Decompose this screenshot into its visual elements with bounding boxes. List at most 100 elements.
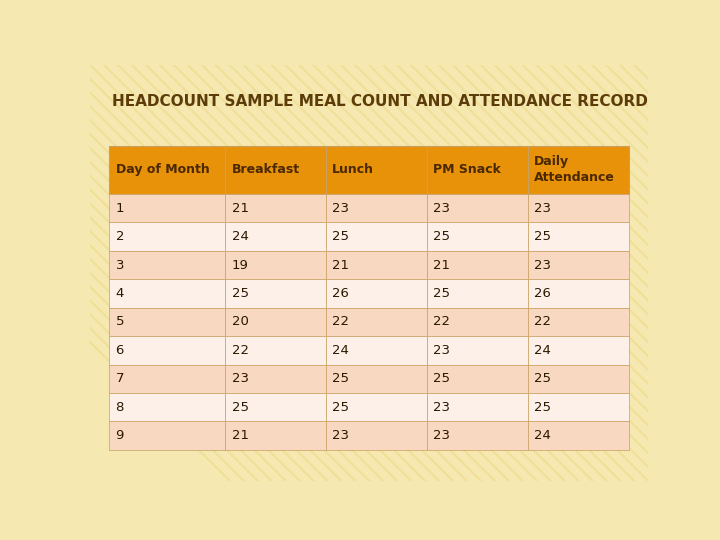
Bar — [109, 421, 225, 450]
Text: 23: 23 — [534, 201, 551, 215]
Bar — [109, 393, 225, 421]
Text: 2: 2 — [116, 230, 124, 243]
Bar — [326, 308, 427, 336]
Bar — [225, 146, 326, 194]
Text: 22: 22 — [534, 315, 551, 328]
Text: 23: 23 — [433, 344, 450, 357]
Text: 21: 21 — [333, 259, 349, 272]
Text: 24: 24 — [232, 230, 248, 243]
Bar — [109, 251, 225, 279]
Bar — [528, 279, 629, 308]
Bar — [427, 393, 528, 421]
Bar — [109, 279, 225, 308]
Text: 25: 25 — [433, 372, 450, 385]
Text: 23: 23 — [232, 372, 248, 385]
Text: 25: 25 — [433, 287, 450, 300]
Text: 22: 22 — [333, 315, 349, 328]
Text: HEADCOUNT SAMPLE MEAL COUNT AND ATTENDANCE RECORD: HEADCOUNT SAMPLE MEAL COUNT AND ATTENDAN… — [112, 94, 647, 109]
Text: 20: 20 — [232, 315, 248, 328]
Bar — [225, 364, 326, 393]
Text: 9: 9 — [116, 429, 124, 442]
Bar — [326, 421, 427, 450]
Text: 26: 26 — [534, 287, 551, 300]
Bar — [225, 222, 326, 251]
Text: 25: 25 — [232, 287, 248, 300]
Bar — [427, 279, 528, 308]
Bar — [528, 251, 629, 279]
Bar — [225, 393, 326, 421]
Bar — [326, 222, 427, 251]
Bar — [528, 336, 629, 364]
Bar — [528, 146, 629, 194]
Text: 25: 25 — [232, 401, 248, 414]
Bar — [427, 308, 528, 336]
Bar — [528, 364, 629, 393]
Bar — [109, 336, 225, 364]
Bar — [326, 393, 427, 421]
Text: 23: 23 — [433, 401, 450, 414]
Bar — [225, 336, 326, 364]
Text: 19: 19 — [232, 259, 248, 272]
Text: Day of Month: Day of Month — [116, 163, 210, 177]
Bar — [109, 222, 225, 251]
Text: 6: 6 — [116, 344, 124, 357]
Text: 4: 4 — [116, 287, 124, 300]
Text: 8: 8 — [116, 401, 124, 414]
Text: 24: 24 — [534, 344, 551, 357]
Bar — [427, 146, 528, 194]
Text: 1: 1 — [116, 201, 124, 215]
Text: 25: 25 — [433, 230, 450, 243]
Text: 25: 25 — [333, 372, 349, 385]
Bar — [225, 251, 326, 279]
Text: 24: 24 — [333, 344, 349, 357]
Text: 23: 23 — [433, 201, 450, 215]
Bar — [528, 421, 629, 450]
Text: 22: 22 — [232, 344, 248, 357]
Bar — [225, 279, 326, 308]
Text: 7: 7 — [116, 372, 124, 385]
Bar — [528, 393, 629, 421]
Bar — [427, 364, 528, 393]
Bar — [225, 421, 326, 450]
Bar — [326, 364, 427, 393]
Text: 21: 21 — [232, 429, 248, 442]
Bar — [225, 308, 326, 336]
Text: 5: 5 — [116, 315, 124, 328]
Text: 25: 25 — [534, 372, 551, 385]
Text: 22: 22 — [433, 315, 450, 328]
Bar — [326, 194, 427, 222]
Bar — [427, 421, 528, 450]
Bar — [326, 336, 427, 364]
Text: 21: 21 — [232, 201, 248, 215]
Text: 23: 23 — [333, 201, 349, 215]
Bar — [225, 194, 326, 222]
Bar — [427, 194, 528, 222]
Bar — [109, 194, 225, 222]
Text: Daily
Attendance: Daily Attendance — [534, 156, 615, 184]
Text: 23: 23 — [534, 259, 551, 272]
Bar — [528, 194, 629, 222]
Bar — [326, 146, 427, 194]
Bar — [109, 146, 225, 194]
Text: 25: 25 — [333, 230, 349, 243]
Text: 24: 24 — [534, 429, 551, 442]
Text: 23: 23 — [333, 429, 349, 442]
Bar — [427, 222, 528, 251]
Text: 25: 25 — [534, 230, 551, 243]
Bar — [326, 251, 427, 279]
Bar — [528, 308, 629, 336]
Text: Lunch: Lunch — [333, 163, 374, 177]
Bar — [528, 222, 629, 251]
Text: 25: 25 — [534, 401, 551, 414]
Bar — [109, 364, 225, 393]
Text: 21: 21 — [433, 259, 450, 272]
Text: PM Snack: PM Snack — [433, 163, 501, 177]
Bar — [427, 336, 528, 364]
Text: Breakfast: Breakfast — [232, 163, 300, 177]
Bar — [109, 308, 225, 336]
Bar — [427, 251, 528, 279]
Bar — [326, 279, 427, 308]
Text: 23: 23 — [433, 429, 450, 442]
Text: 25: 25 — [333, 401, 349, 414]
Text: 26: 26 — [333, 287, 349, 300]
